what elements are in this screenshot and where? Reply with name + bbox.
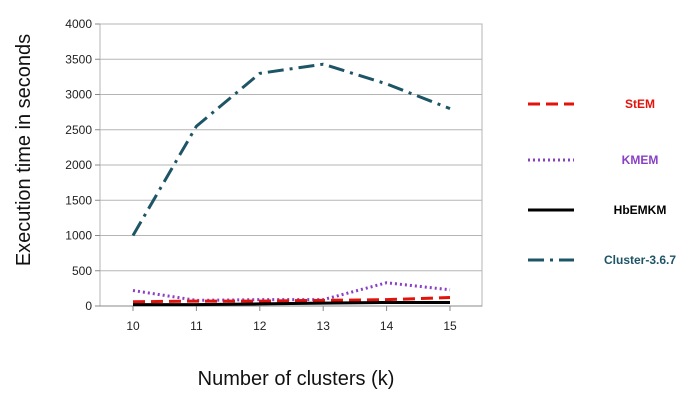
series-lines	[131, 62, 451, 307]
y-tick-label: 4000	[65, 17, 92, 31]
x-axis-ticks: 10 11 12 13 14 15	[126, 306, 457, 333]
x-tick-label: 10	[126, 319, 140, 333]
legend-label: HbEMKM	[614, 203, 667, 217]
y-axis-title: Execution time in seconds	[13, 34, 35, 266]
legend-label: KMEM	[622, 153, 659, 167]
y-axis-ticks: 0 500 1000 1500 2000 2500 3000 3500 4000	[65, 17, 100, 313]
x-tick-label: 15	[443, 319, 457, 333]
series-line-hbemkm	[133, 300, 450, 307]
grid-lines	[99, 23, 483, 307]
y-tick-label: 2000	[65, 158, 92, 172]
x-tick-label: 13	[317, 319, 331, 333]
x-axis-title: Number of clusters (k)	[198, 368, 395, 390]
x-tick-label: 12	[253, 319, 267, 333]
y-tick-label: 3500	[65, 52, 92, 66]
y-tick-label: 0	[85, 299, 92, 313]
x-tick-label: 11	[190, 319, 203, 333]
series-line-cluster-3-6-7	[131, 62, 451, 237]
y-tick-label: 3000	[65, 88, 92, 102]
series-line-kmem	[132, 281, 451, 302]
y-tick-label: 500	[72, 264, 92, 278]
y-tick-label: 2500	[65, 123, 92, 137]
legend: StEM KMEM HbEMKM Cluster-3.6.7	[528, 97, 676, 267]
legend-label: StEM	[625, 97, 655, 111]
legend-label: Cluster-3.6.7	[604, 253, 676, 267]
y-tick-label: 1000	[65, 229, 92, 243]
y-tick-label: 1500	[65, 193, 92, 207]
x-tick-label: 14	[380, 319, 394, 333]
